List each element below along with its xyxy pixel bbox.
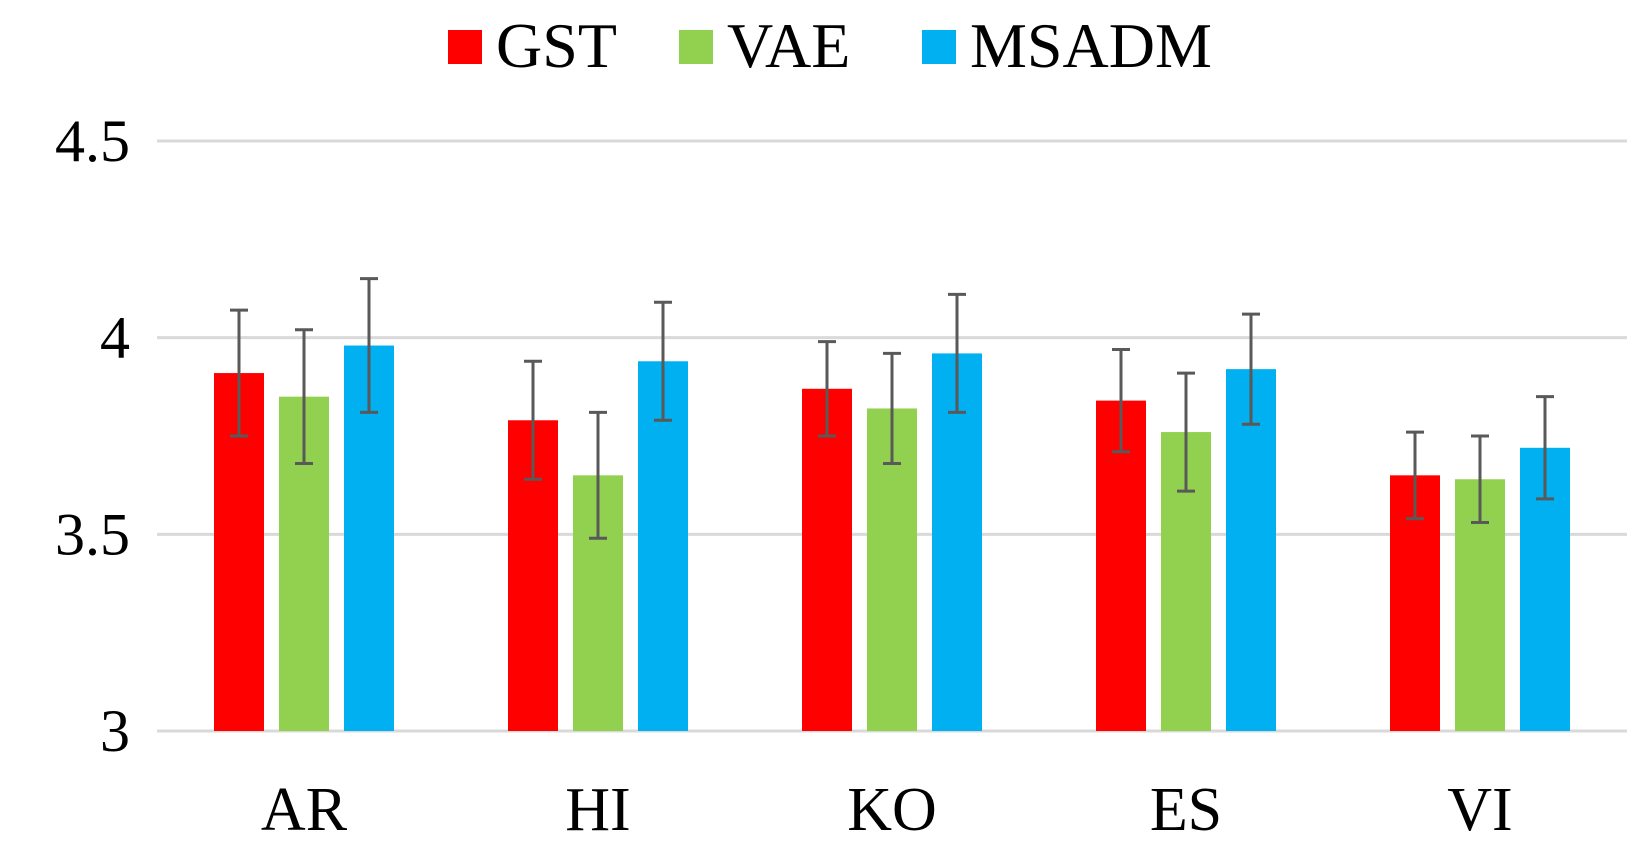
error-bar-msadm-ko bbox=[948, 292, 966, 414]
legend-swatch-msadm bbox=[922, 30, 956, 64]
y-tick-label: 3.5 bbox=[55, 501, 130, 567]
bar-gst-es bbox=[1096, 400, 1146, 731]
error-bar-vae-hi bbox=[589, 410, 607, 540]
legend-item-vae: VAE bbox=[679, 10, 850, 81]
error-bar-gst-vi bbox=[1406, 430, 1424, 521]
error-bar-vae-ar bbox=[295, 328, 313, 466]
x-axis: AR HI KO ES VI bbox=[261, 776, 1513, 844]
x-tick-label: KO bbox=[847, 776, 937, 844]
legend-swatch-vae bbox=[679, 30, 713, 64]
x-tick-label: ES bbox=[1150, 776, 1222, 844]
x-tick-label: AR bbox=[261, 776, 348, 844]
legend: GST VAE MSADM bbox=[448, 10, 1212, 81]
y-tick-label: 4.5 bbox=[55, 108, 130, 174]
error-bar-vae-vi bbox=[1471, 434, 1489, 525]
legend-label: MSADM bbox=[970, 10, 1212, 81]
legend-item-msadm: MSADM bbox=[922, 10, 1212, 81]
x-tick-label: HI bbox=[565, 776, 630, 844]
error-bar-msadm-es bbox=[1242, 312, 1260, 426]
legend-label: GST bbox=[496, 10, 617, 81]
error-bars bbox=[230, 277, 1554, 540]
bar-msadm-ko bbox=[932, 353, 982, 731]
error-bar-gst-ko bbox=[818, 340, 836, 438]
error-bar-msadm-vi bbox=[1536, 395, 1554, 501]
error-bar-gst-hi bbox=[524, 359, 542, 481]
error-bar-vae-ko bbox=[883, 351, 901, 466]
legend-label: VAE bbox=[727, 10, 850, 81]
error-bar-vae-es bbox=[1177, 371, 1195, 493]
y-tick-label: 4 bbox=[100, 305, 130, 371]
y-tick-label: 3 bbox=[100, 698, 130, 764]
error-bar-gst-ar bbox=[230, 308, 248, 438]
error-bar-msadm-ar bbox=[360, 277, 378, 414]
x-tick-label: VI bbox=[1447, 776, 1512, 844]
bar-gst-ko bbox=[802, 388, 852, 731]
error-bar-gst-es bbox=[1112, 347, 1130, 454]
legend-item-gst: GST bbox=[448, 10, 617, 81]
error-bar-msadm-hi bbox=[654, 300, 672, 422]
legend-swatch-gst bbox=[448, 30, 482, 64]
y-axis: 3 3.5 4 4.5 bbox=[55, 108, 130, 764]
bar-msadm-hi bbox=[638, 361, 688, 731]
bar-msadm-es bbox=[1226, 369, 1276, 731]
